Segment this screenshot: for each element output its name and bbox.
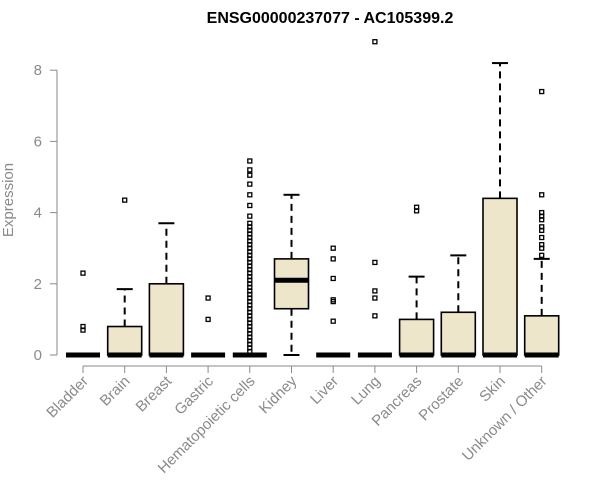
y-tick-label: 6 [34, 133, 42, 150]
box [440, 311, 477, 356]
x-tick-label: Prostate [416, 373, 468, 425]
outlier-point [247, 213, 253, 219]
outlier-point [330, 297, 336, 303]
outlier-point [539, 209, 545, 216]
outlier-point [122, 197, 128, 203]
y-axis-label: Expression [0, 163, 17, 237]
box [106, 325, 143, 356]
outlier-point [372, 39, 378, 45]
outlier-point [413, 204, 420, 210]
outlier-point [247, 220, 253, 226]
box [523, 315, 560, 356]
box-group [440, 254, 477, 358]
outlier-point [330, 275, 336, 282]
outlier-point [247, 181, 253, 187]
outlier-point [205, 295, 211, 301]
outlier-point [330, 318, 336, 324]
box-group [106, 197, 143, 358]
y-tick-label: 8 [34, 62, 42, 79]
x-tick-label: Brain [97, 373, 134, 410]
outlier-point [80, 270, 86, 276]
x-tick-label: Lung [348, 373, 384, 409]
box-group [523, 88, 560, 358]
box-group [232, 158, 267, 358]
outlier-point [80, 323, 86, 330]
box [398, 318, 435, 356]
outlier-point [539, 192, 545, 198]
outlier-point [372, 295, 378, 301]
box-group [316, 245, 351, 358]
box-group [191, 295, 226, 358]
outlier-point [372, 288, 378, 294]
outlier-point [539, 88, 545, 95]
box-group [273, 193, 310, 356]
boxes-group [66, 39, 560, 358]
box-group [482, 62, 518, 358]
outlier-point [372, 313, 378, 319]
outlier-point [372, 259, 378, 266]
x-tick-label: Kidney [256, 372, 301, 417]
outlier-point [247, 202, 253, 209]
y-tick-label: 0 [34, 347, 42, 364]
outlier-point [247, 167, 253, 173]
outlier-point [205, 316, 211, 323]
y-axis: 0 2 4 6 8 [34, 62, 58, 364]
outlier-point [247, 172, 253, 178]
chart-title: ENSG00000237077 - AC105399.2 [207, 10, 454, 27]
y-tick-label: 2 [34, 276, 42, 293]
y-tick-label: 4 [34, 205, 42, 222]
outlier-point [539, 224, 545, 230]
x-tick-label: Skin [476, 373, 509, 406]
x-tick-label: Breast [133, 372, 176, 415]
box [148, 282, 185, 356]
outlier-point [330, 256, 336, 262]
box [273, 258, 310, 310]
outlier-point [539, 252, 545, 258]
outlier-point [330, 245, 336, 251]
box-group [148, 222, 185, 358]
box-group [398, 204, 435, 358]
outlier-point [539, 241, 545, 248]
box-group [66, 270, 100, 358]
x-tick-label: Liver [307, 373, 342, 408]
outlier-point [247, 192, 253, 198]
outlier-point [539, 234, 545, 241]
outlier-point [247, 158, 253, 164]
box [482, 197, 518, 356]
x-tick-label: Bladder [43, 373, 92, 422]
box-group [357, 39, 392, 358]
